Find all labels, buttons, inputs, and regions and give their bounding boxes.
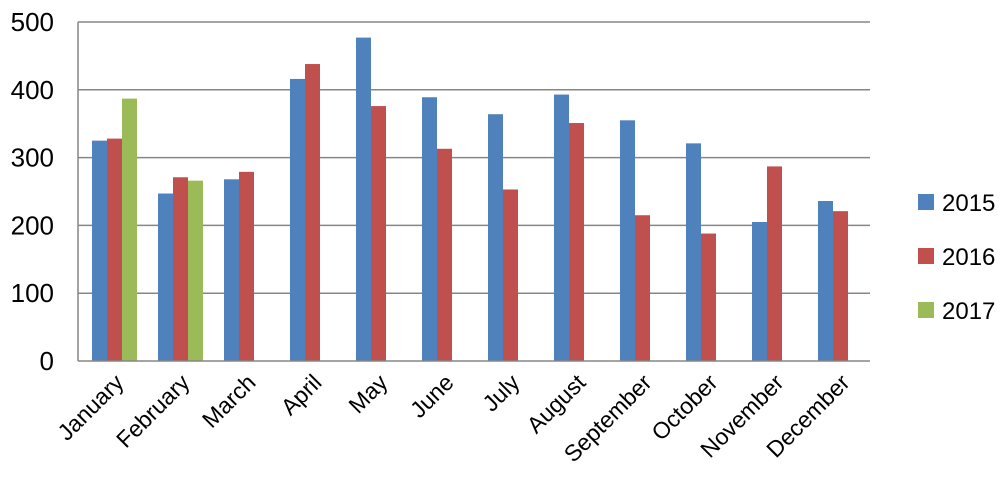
legend-label: 2017 xyxy=(942,298,995,325)
x-tick-label: June xyxy=(405,369,459,423)
bar xyxy=(818,201,833,361)
bar xyxy=(158,194,173,361)
bar xyxy=(122,99,137,361)
bar xyxy=(569,123,584,361)
legend-label: 2015 xyxy=(942,190,995,217)
bar xyxy=(173,177,188,361)
legend: 2015 2016 2017 xyxy=(918,190,995,325)
bar xyxy=(305,64,320,361)
bar xyxy=(188,181,203,361)
bar xyxy=(701,234,716,361)
bar xyxy=(437,149,452,361)
x-tick-label: March xyxy=(197,369,261,433)
bar xyxy=(554,95,569,361)
bar xyxy=(107,139,122,361)
legend-swatch xyxy=(918,194,934,210)
y-tick-label: 300 xyxy=(11,143,54,173)
y-tick-labels: 0 100 200 300 400 500 xyxy=(11,7,54,376)
x-tick-label: May xyxy=(343,369,392,418)
x-tick-label: July xyxy=(477,369,525,417)
bar xyxy=(239,172,254,361)
bars xyxy=(92,38,848,361)
bar xyxy=(833,211,848,361)
x-tick-label: February xyxy=(111,369,195,453)
bar xyxy=(92,141,107,361)
bar xyxy=(503,189,518,361)
bar xyxy=(290,79,305,361)
bar xyxy=(767,166,782,361)
bar xyxy=(371,106,386,361)
bar xyxy=(422,97,437,361)
bar xyxy=(686,143,701,361)
bar xyxy=(488,114,503,361)
bar xyxy=(635,215,650,361)
y-tick-label: 0 xyxy=(40,346,54,376)
bar xyxy=(752,222,767,361)
bar xyxy=(620,120,635,361)
bar xyxy=(224,179,239,361)
bar xyxy=(356,38,371,361)
y-tick-label: 200 xyxy=(11,210,54,240)
y-tick-label: 500 xyxy=(11,7,54,37)
x-tick-label: April xyxy=(276,369,327,420)
legend-swatch xyxy=(918,302,934,318)
y-tick-label: 400 xyxy=(11,75,54,105)
y-tick-label: 100 xyxy=(11,278,54,308)
legend-swatch xyxy=(918,248,934,264)
legend-label: 2016 xyxy=(942,244,995,271)
